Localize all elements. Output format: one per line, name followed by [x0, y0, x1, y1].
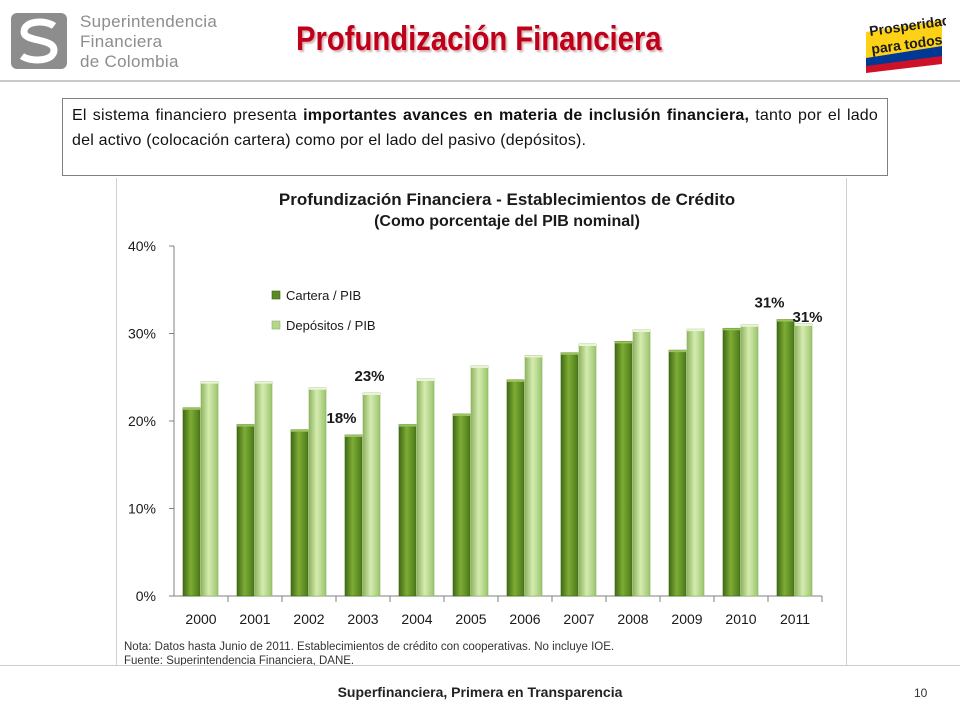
x-tick-label: 2000: [185, 611, 216, 627]
bar-cap: [255, 381, 272, 384]
bar: [722, 327, 741, 597]
bar-cap: [579, 344, 596, 346]
footer-divider: [0, 665, 960, 666]
data-label: 31%: [792, 309, 822, 326]
data-label: 31%: [754, 295, 784, 312]
bar-cap: [201, 381, 218, 384]
chart-title: Profundización Financiera - Establecimie…: [279, 190, 735, 209]
bar: [776, 319, 795, 597]
bar: [236, 424, 255, 597]
header-divider: [0, 80, 960, 82]
legend-label: Cartera / PIB: [286, 288, 361, 303]
bar: [740, 324, 759, 597]
bar: [416, 378, 435, 597]
bar: [470, 365, 489, 597]
intro-text: El sistema financiero presenta: [72, 107, 304, 124]
bar-cap: [183, 407, 200, 410]
bar: [614, 341, 633, 597]
bar: [254, 381, 273, 597]
intro-bold-text: importantes avances en materia de inclus…: [303, 107, 750, 124]
footer-text: Superfinanciera, Primera en Transparenci…: [337, 684, 623, 700]
x-tick-label: 2008: [617, 611, 648, 627]
legend-swatch: [271, 320, 281, 330]
bar-cap: [525, 355, 542, 358]
bar: [686, 328, 705, 597]
y-tick-label: 30%: [128, 326, 156, 342]
x-tick-label: 2003: [347, 611, 378, 627]
bar: [524, 355, 543, 597]
y-tick-label: 20%: [128, 413, 156, 429]
bar: [344, 434, 363, 597]
logo-line: Financiera: [80, 32, 163, 51]
prosperidad-logo: Prosperidad para todos: [866, 12, 946, 73]
bar-cap: [669, 350, 686, 353]
legend-swatch: [271, 290, 281, 300]
x-tick-label: 2004: [401, 611, 432, 627]
bar-cap: [561, 352, 578, 355]
chart-subtitle: (Como porcentaje del PIB nominal): [374, 213, 640, 230]
x-tick-label: 2010: [725, 611, 756, 627]
bar-cap: [345, 435, 362, 437]
logo-wordmark: Superintendencia Financiera de Colombia: [80, 12, 217, 72]
bar-cap: [471, 365, 488, 368]
x-tick-label: 2011: [780, 611, 810, 627]
bar-cap: [723, 328, 740, 331]
bar-cap: [417, 379, 434, 381]
bar-cap: [453, 414, 470, 416]
logo-line: de Colombia: [80, 52, 179, 71]
intro-text-box: El sistema financiero presenta important…: [62, 98, 888, 176]
page-number: 10: [914, 686, 928, 700]
bar-cap: [309, 387, 326, 390]
chart: Profundización Financiera - Establecimie…: [124, 190, 823, 665]
bar: [560, 352, 579, 597]
x-tick-label: 2002: [293, 611, 324, 627]
x-tick-label: 2001: [239, 611, 270, 627]
bar-cap: [777, 319, 794, 322]
data-label: 18%: [326, 410, 356, 427]
x-tick-label: 2009: [671, 611, 702, 627]
bar: [632, 329, 651, 597]
data-label: 23%: [354, 368, 384, 385]
x-tick-label: 2007: [563, 611, 594, 627]
bar: [398, 424, 417, 597]
intro-text: tanto por el lado del activo (colocación…: [72, 107, 879, 149]
chart-note: Nota: Datos hasta Junio de 2011. Estable…: [124, 641, 614, 653]
bar: [668, 349, 687, 597]
page-title: Profundización Financiera: [296, 20, 662, 58]
bar-cap: [399, 424, 416, 427]
bar-cap: [687, 329, 704, 332]
superintendencia-logo-mark: [11, 13, 67, 69]
x-tick-label: 2005: [455, 611, 486, 627]
bar: [578, 343, 597, 597]
bar: [200, 381, 219, 597]
bar: [506, 379, 525, 597]
bar-cap: [291, 429, 308, 432]
y-tick-label: 10%: [128, 501, 156, 517]
bar: [290, 429, 309, 597]
bar: [308, 387, 327, 597]
legend-label: Depósitos / PIB: [286, 318, 376, 333]
bar-cap: [741, 324, 758, 327]
bar-cap: [507, 379, 524, 382]
bar: [794, 323, 813, 597]
chart-note: Fuente: Superintendencia Financiera, DAN…: [124, 655, 354, 665]
bar-cap: [795, 323, 812, 326]
bar: [362, 392, 381, 597]
logo-line: Superintendencia: [80, 12, 218, 31]
x-tick-label: 2006: [509, 611, 540, 627]
y-tick-label: 0%: [136, 588, 156, 604]
chart-frame: [116, 178, 847, 665]
bar: [182, 407, 201, 597]
bar-cap: [363, 393, 380, 395]
bar-cap: [615, 341, 632, 344]
bar-cap: [633, 330, 650, 332]
y-tick-label: 40%: [128, 238, 156, 254]
superintendencia-logo: Superintendencia Financiera de Colombia: [6, 8, 246, 72]
bar-cap: [237, 424, 254, 427]
bar: [452, 413, 471, 597]
